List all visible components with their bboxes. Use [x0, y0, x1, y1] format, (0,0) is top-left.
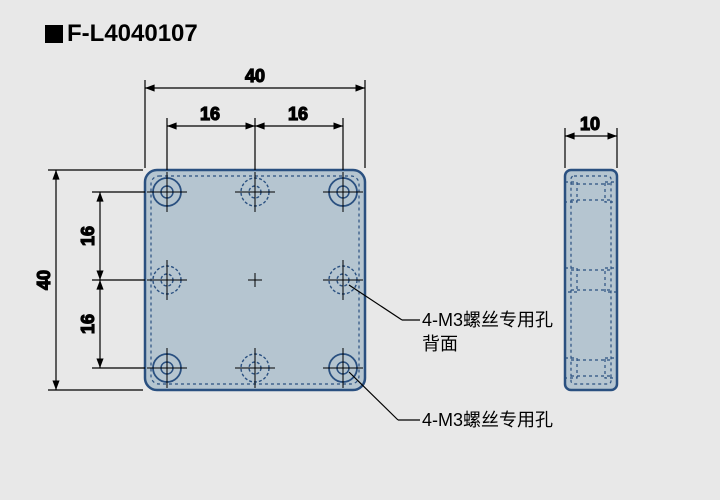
annotation-1-line2: 背面	[422, 334, 458, 354]
side-view	[565, 170, 617, 390]
dim-top-left-value: 16	[200, 104, 220, 124]
front-view	[145, 170, 365, 390]
dim-top-outer-value: 40	[245, 66, 265, 86]
dim-left-top-value: 16	[78, 226, 98, 246]
annotation-2-text: 4-M3螺丝专用孔	[422, 410, 553, 430]
dim-top-right-value: 16	[288, 104, 308, 124]
dim-left-bottom-value: 16	[78, 314, 98, 334]
dim-left-outer-value: 40	[34, 270, 54, 290]
annotation-2: 4-M3螺丝专用孔	[349, 372, 553, 430]
dim-left-16: 16 16	[78, 192, 145, 368]
drawing-canvas: 40 16 16 40 16 16 10 4-M3螺丝专用孔 背面	[0, 0, 720, 500]
dim-side-value: 10	[580, 114, 600, 134]
annotation-1-line1: 4-M3螺丝专用孔	[422, 310, 553, 330]
dim-top-16: 16 16	[167, 104, 343, 170]
annotation-1: 4-M3螺丝专用孔 背面	[349, 285, 553, 354]
dim-side-top: 10	[565, 114, 617, 168]
